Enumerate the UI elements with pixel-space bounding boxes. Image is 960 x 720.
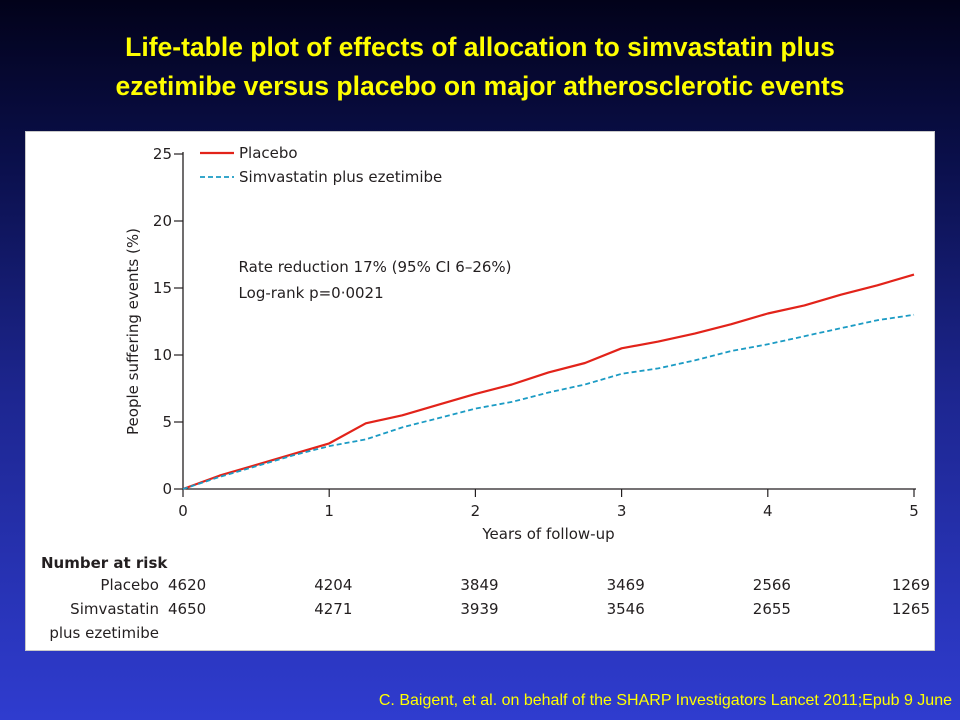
- risk-value-1-5: 1265: [892, 600, 930, 618]
- risk-value-1-4: 2655: [753, 600, 791, 618]
- slide-title: Life-table plot of effects of allocation…: [0, 28, 960, 106]
- risk-value-1-0: 4650: [168, 600, 206, 618]
- slide-title-line-2: ezetimibe versus placebo on major athero…: [115, 71, 845, 101]
- x-tick-label-0: 0: [178, 502, 188, 520]
- y-tick-label-20: 20: [153, 212, 172, 230]
- legend-label-0: Placebo: [239, 144, 298, 162]
- x-tick-label-3: 3: [617, 502, 627, 520]
- citation: C. Baigent, et al. on behalf of the SHAR…: [378, 692, 952, 709]
- x-axis-label: Years of follow-up: [481, 525, 614, 543]
- y-tick-label-15: 15: [153, 279, 172, 297]
- risk-value-0-3: 3469: [607, 576, 645, 594]
- risk-value-0-2: 3849: [460, 576, 498, 594]
- figure-panel: 0 5 10 15 20 25 0 1 2 3 4 5 Years of follow-up People…: [25, 131, 935, 651]
- y-axis-label: People suffering events (%): [124, 228, 142, 435]
- risk-value-0-1: 4204: [314, 576, 352, 594]
- risk-row-label-1-0: Simvastatin: [70, 600, 159, 618]
- risk-row-label-0-0: Placebo: [100, 576, 159, 594]
- risk-value-1-1: 4271: [314, 600, 352, 618]
- risk-row-label-1-1: plus ezetimibe: [49, 624, 159, 642]
- x-tick-label-2: 2: [471, 502, 481, 520]
- series-line-0: [182, 273, 915, 491]
- kaplan-meier-chart: 0 5 10 15 20 25 0 1 2 3 4 5 Years of follow-up People…: [41, 144, 930, 642]
- risk-value-1-2: 3939: [460, 600, 498, 618]
- x-tick-label-1: 1: [324, 502, 334, 520]
- y-tick-label-0: 0: [162, 480, 172, 498]
- series-line-1: [182, 313, 915, 490]
- risk-value-0-4: 2566: [753, 576, 791, 594]
- slide-title-line-1: Life-table plot of effects of allocation…: [125, 32, 835, 62]
- x-tick-label-4: 4: [763, 502, 773, 520]
- x-tick-label-5: 5: [909, 502, 919, 520]
- annotation-line-1: Rate reduction 17% (95% CI 6–26%): [239, 258, 512, 276]
- y-tick-label-10: 10: [153, 346, 172, 364]
- y-tick-label-5: 5: [162, 413, 172, 431]
- risk-table-header: Number at risk: [41, 554, 168, 572]
- risk-value-1-3: 3546: [607, 600, 645, 618]
- y-tick-label-25: 25: [153, 145, 172, 163]
- legend-label-1: Simvastatin plus ezetimibe: [239, 168, 442, 186]
- annotation-line-2: Log-rank p=0·0021: [239, 284, 384, 302]
- risk-value-0-5: 1269: [892, 576, 930, 594]
- risk-value-0-0: 4620: [168, 576, 206, 594]
